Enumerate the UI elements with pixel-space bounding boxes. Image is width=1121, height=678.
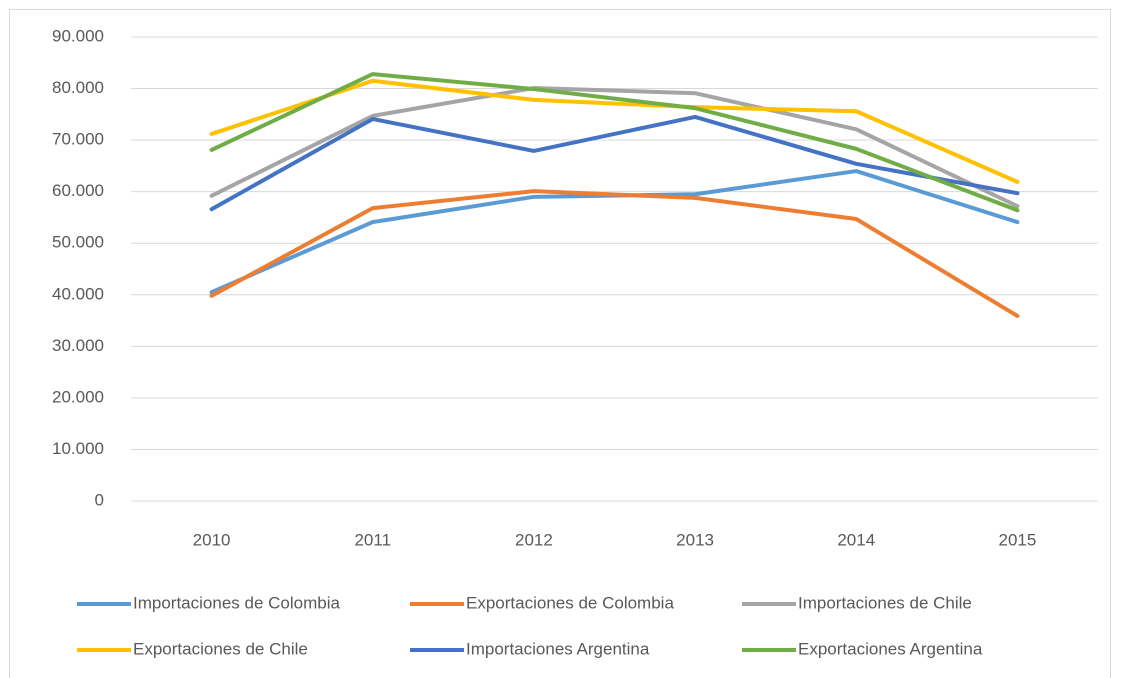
y-tick-label: 80.000 xyxy=(52,78,104,97)
y-tick-label: 50.000 xyxy=(52,233,104,252)
y-tick-label: 90.000 xyxy=(52,26,104,45)
series-line xyxy=(209,78,1020,184)
x-tick-label: 2010 xyxy=(193,530,231,549)
legend-label: Importaciones de Colombia xyxy=(133,593,340,612)
series-line xyxy=(209,114,1020,212)
x-tick-label: 2013 xyxy=(676,530,714,549)
y-tick-label: 20.000 xyxy=(52,387,104,406)
x-tick-label: 2012 xyxy=(515,530,553,549)
y-tick-label: 10.000 xyxy=(52,439,104,458)
x-tick-label: 2011 xyxy=(354,530,391,549)
y-tick-label: 0 xyxy=(95,490,104,509)
legend-label: Exportaciones Argentina xyxy=(798,639,983,658)
series-line xyxy=(209,86,1020,209)
y-tick-label: 40.000 xyxy=(52,284,104,303)
x-tick-label: 2015 xyxy=(999,530,1037,549)
chart-border xyxy=(9,9,1111,678)
x-tick-label: 2014 xyxy=(837,530,875,549)
legend-label: Importaciones Argentina xyxy=(466,639,650,658)
legend-label: Importaciones de Chile xyxy=(798,593,972,612)
y-tick-label: 60.000 xyxy=(52,181,104,200)
legend-label: Exportaciones de Colombia xyxy=(466,593,674,612)
y-tick-label: 70.000 xyxy=(52,130,104,149)
series-line xyxy=(209,189,1020,318)
series-line xyxy=(209,72,1020,213)
legend-label: Exportaciones de Chile xyxy=(133,639,308,658)
y-tick-label: 30.000 xyxy=(52,336,104,355)
